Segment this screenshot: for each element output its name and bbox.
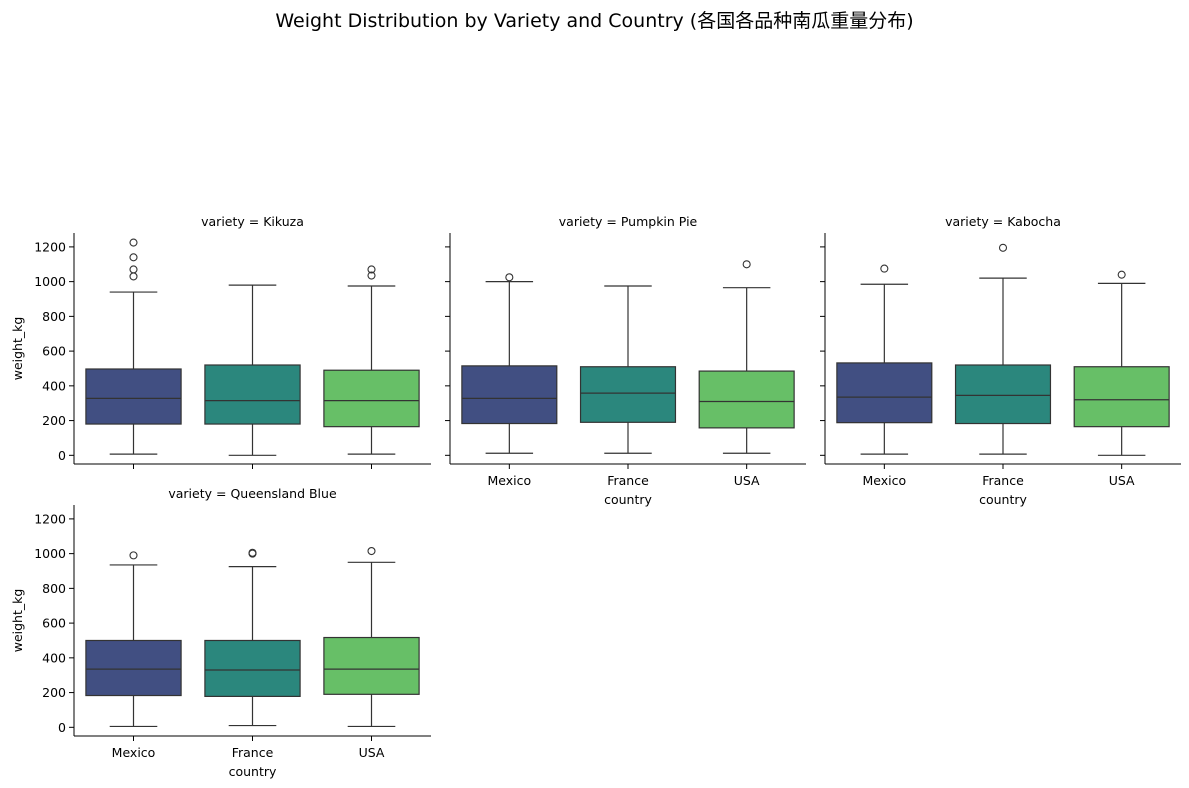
- box-france: [954, 243, 1052, 455]
- x-tick-label: USA: [1109, 473, 1135, 488]
- y-tick-label: 1200: [34, 511, 66, 526]
- outlier-point: [998, 243, 1008, 252]
- outlier-point: [129, 238, 138, 247]
- outlier-point: [367, 271, 376, 280]
- y-tick-label: 200: [42, 413, 66, 428]
- y-axis-label: weight_kg: [10, 317, 25, 381]
- box-body: [461, 365, 558, 425]
- facet-panel: variety = Pumpkin Pie Mexico France USA coun…: [445, 214, 806, 507]
- x-axis-label: country: [979, 492, 1027, 507]
- box-body: [954, 364, 1052, 425]
- x-tick-label: USA: [359, 745, 385, 760]
- box-usa: [698, 260, 795, 454]
- x-tick-label: USA: [734, 473, 760, 488]
- chart-title: Weight Distribution by Variety and Count…: [275, 10, 913, 32]
- y-tick-label: 800: [42, 581, 66, 596]
- box-mexico: [85, 238, 182, 455]
- y-tick-label: 800: [42, 309, 66, 324]
- box-body: [836, 362, 933, 424]
- y-tick-label: 1200: [34, 239, 66, 254]
- x-tick-label: France: [607, 473, 649, 488]
- box-body: [85, 639, 182, 697]
- box-usa: [323, 546, 420, 728]
- y-tick-label: 400: [42, 650, 66, 665]
- facet-title: variety = Kabocha: [945, 214, 1061, 229]
- y-tick-label: 200: [42, 685, 66, 700]
- y-tick-label: 1000: [34, 546, 66, 561]
- outlier-point: [367, 265, 376, 274]
- outlier-point: [129, 551, 138, 560]
- x-tick-label: Mexico: [488, 473, 532, 488]
- y-axis-label: weight_kg: [10, 589, 25, 653]
- box-body: [85, 368, 182, 425]
- x-tick-label: Mexico: [863, 473, 907, 488]
- y-tick-label: 600: [42, 616, 66, 631]
- outlier-point: [742, 260, 751, 269]
- facet-title: variety = Pumpkin Pie: [559, 214, 698, 229]
- outlier-point: [129, 272, 138, 281]
- facet-title: variety = Kikuza: [201, 214, 304, 229]
- facet-panel: variety = Kabocha Mexico France USA country: [820, 214, 1181, 507]
- x-tick-label: France: [232, 745, 274, 760]
- box-france: [579, 285, 677, 454]
- y-tick-label: 600: [42, 344, 66, 359]
- x-axis-label: country: [604, 492, 652, 507]
- box-body: [323, 636, 420, 695]
- outlier-point: [248, 548, 257, 557]
- y-tick-label: 0: [58, 720, 66, 735]
- box-mexico: [461, 273, 558, 454]
- outlier-point: [505, 273, 514, 282]
- box-mexico: [85, 551, 182, 728]
- y-tick-label: 1000: [34, 274, 66, 289]
- box-france: [204, 284, 301, 456]
- facet-panel: variety = Queensland Blue 0 200 400 600 800 10…: [10, 486, 431, 779]
- facet-title: variety = Queensland Blue: [168, 486, 337, 501]
- box-body: [698, 370, 795, 429]
- x-axis-label: country: [229, 764, 277, 779]
- outlier-point: [1117, 270, 1126, 279]
- outlier-point: [367, 546, 376, 556]
- box-body: [204, 639, 301, 698]
- box-usa: [323, 265, 420, 455]
- box-usa: [1073, 270, 1170, 456]
- y-tick-label: 0: [58, 448, 66, 463]
- outlier-point: [129, 265, 138, 274]
- box-mexico: [836, 264, 933, 455]
- box-body: [323, 369, 420, 428]
- facet-panel: variety = Kikuza 0 200 400 600 800 1000 1200 wei…: [10, 214, 431, 469]
- outlier-point: [880, 264, 889, 273]
- outlier-point: [129, 253, 138, 262]
- box-france: [204, 548, 301, 727]
- box-body: [1073, 366, 1170, 428]
- x-tick-label: Mexico: [112, 745, 156, 760]
- y-tick-label: 400: [42, 378, 66, 393]
- box-body: [579, 366, 677, 423]
- x-tick-label: France: [982, 473, 1024, 488]
- box-body: [204, 364, 301, 425]
